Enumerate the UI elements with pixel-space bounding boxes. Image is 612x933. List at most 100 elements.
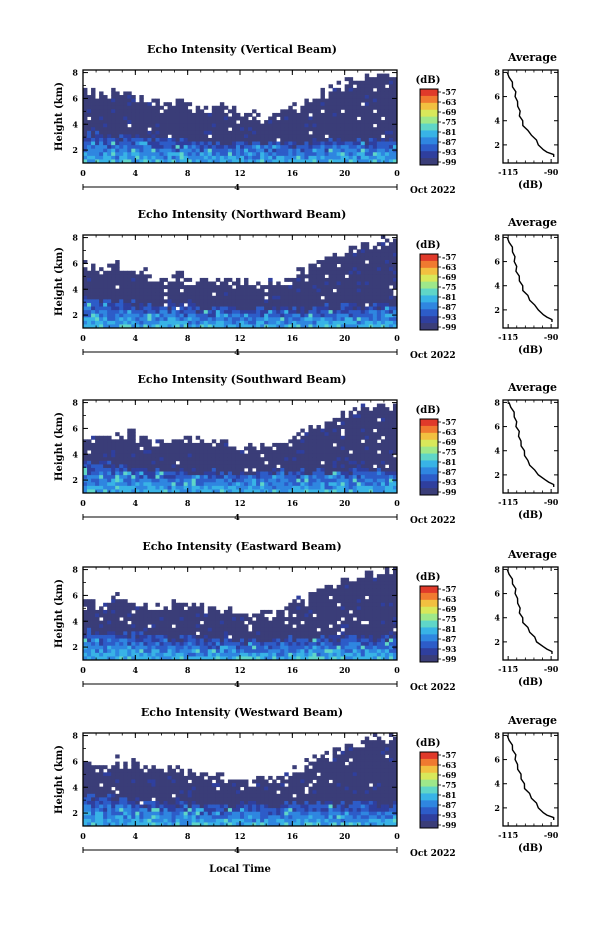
heatmap-cell — [139, 621, 143, 625]
heatmap-cell — [341, 472, 345, 476]
heatmap-cell — [381, 246, 385, 250]
heatmap-cell — [95, 285, 99, 289]
heatmap-cell — [143, 292, 147, 296]
heatmap-cell — [252, 317, 256, 321]
heatmap-cell — [385, 274, 389, 278]
heatmap-cell — [123, 124, 127, 128]
y-tick-label: 2 — [72, 310, 78, 320]
heatmap-cell — [252, 149, 256, 153]
heatmap-cell — [349, 134, 353, 138]
heatmap-cell — [127, 109, 131, 113]
colorbar-unit: (dB) — [416, 75, 441, 86]
heatmap-cell — [228, 321, 232, 325]
heatmap-cell — [232, 454, 236, 458]
heatmap-cell — [353, 472, 357, 476]
heatmap-cell — [373, 278, 377, 282]
heatmap-cell — [143, 131, 147, 135]
heatmap-cell — [373, 450, 377, 454]
heatmap-cell — [292, 289, 296, 293]
heatmap-cell — [139, 138, 143, 142]
heatmap-cell — [91, 646, 95, 650]
heatmap-cell — [325, 282, 329, 286]
heatmap-cell — [119, 282, 123, 286]
heatmap-cell — [280, 299, 284, 303]
heatmap-cell — [296, 443, 300, 447]
heatmap-cell — [357, 436, 361, 440]
heatmap-cell — [188, 635, 192, 639]
heatmap-cell — [143, 621, 147, 625]
heatmap-cell — [143, 314, 147, 318]
heatmap-cell — [127, 145, 131, 149]
heatmap-cell — [361, 134, 365, 138]
heatmap-cell — [389, 88, 393, 92]
heatmap-cell — [176, 131, 180, 135]
heatmap-cell — [381, 149, 385, 153]
heatmap-cell — [365, 468, 369, 472]
heatmap-cell — [240, 479, 244, 483]
heatmap-cell — [208, 120, 212, 124]
heatmap-cell — [272, 296, 276, 300]
heatmap-cell — [212, 134, 216, 138]
heatmap-cell — [252, 109, 256, 113]
heatmap-cell — [119, 299, 123, 303]
heatmap-cell — [349, 414, 353, 418]
heatmap-cell — [99, 106, 103, 110]
heatmap-cell — [95, 99, 99, 103]
heatmap-cell — [168, 614, 172, 618]
heatmap-cell — [276, 307, 280, 311]
heatmap-cell — [208, 610, 212, 614]
heatmap-cell — [276, 124, 280, 128]
heatmap-cell — [292, 317, 296, 321]
colorbar-tick-label: -57 — [442, 87, 456, 97]
heatmap-cell — [325, 310, 329, 314]
heatmap-cell — [184, 117, 188, 121]
heatmap-cell — [389, 117, 393, 121]
heatmap-cell — [353, 134, 357, 138]
heatmap-cell — [188, 624, 192, 628]
heatmap-cell — [99, 149, 103, 153]
heatmap-cell — [107, 321, 111, 325]
heatmap-cell — [276, 156, 280, 160]
heatmap-cell — [357, 296, 361, 300]
colorbar-swatch — [420, 124, 438, 131]
heatmap-cell — [83, 282, 87, 286]
heatmap-cell — [316, 321, 320, 325]
heatmap-cell — [365, 457, 369, 461]
heatmap-cell — [188, 472, 192, 476]
heatmap-cell — [180, 296, 184, 300]
heatmap-cell — [119, 621, 123, 625]
heatmap-cell — [123, 131, 127, 135]
heatmap-cell — [268, 138, 272, 142]
heatmap-cell — [143, 454, 147, 458]
heatmap-cell — [127, 635, 131, 639]
heatmap-cell — [180, 653, 184, 657]
heatmap-cell — [389, 432, 393, 436]
heatmap-cell — [244, 303, 248, 307]
heatmap-cell — [329, 282, 333, 286]
heatmap-cell — [300, 289, 304, 293]
heatmap-cell — [99, 649, 103, 653]
heatmap-cell — [369, 142, 373, 146]
heatmap-cell — [159, 475, 163, 479]
heatmap-cell — [381, 486, 385, 490]
date-label: Oct 2022 — [410, 516, 456, 526]
heatmap-cell — [312, 454, 316, 458]
heatmap-cell — [176, 134, 180, 138]
heatmap-cell — [103, 614, 107, 618]
heatmap-cell — [292, 127, 296, 131]
heatmap-cell — [188, 142, 192, 146]
heatmap-cell — [196, 486, 200, 490]
heatmap-cell — [168, 145, 172, 149]
heatmap-cell — [288, 468, 292, 472]
heatmap-cell — [264, 145, 268, 149]
heatmap-cell — [312, 145, 316, 149]
heatmap-cell — [296, 285, 300, 289]
heatmap-cell — [216, 464, 220, 468]
heatmap-cell — [111, 624, 115, 628]
heatmap-cell — [385, 109, 389, 113]
heatmap-cell — [228, 289, 232, 293]
heatmap-cell — [135, 303, 139, 307]
heatmap-cell — [123, 117, 127, 121]
heatmap-cell — [91, 617, 95, 621]
x-tick-label: 4 — [133, 498, 139, 508]
